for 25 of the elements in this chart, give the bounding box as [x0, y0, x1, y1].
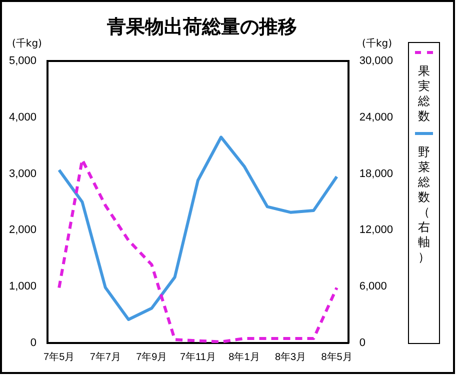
y-tick-label: 2,000 [8, 224, 37, 236]
y2-tick-label: 0 [359, 337, 366, 350]
legend-label: 野菜総数（右軸） [418, 145, 430, 265]
y-tick-label: 1,000 [8, 280, 37, 293]
y-axis-title: (千kg) [12, 38, 42, 50]
y2-axis-title: (千kg) [362, 38, 392, 50]
y-tick-label: 4,000 [8, 111, 37, 124]
x-tick-label: 8年3月 [274, 350, 306, 363]
y2-tick-label: 18,000 [359, 168, 394, 180]
legend-label: 果実総数 [418, 64, 430, 124]
x-tick-label: 7年7月 [90, 350, 121, 363]
y-tick-label: 0 [30, 337, 37, 350]
y2-tick-label: 6,000 [359, 280, 387, 293]
x-tick-label: 7年5月 [44, 350, 75, 363]
y2-tick-label: 12,000 [359, 224, 394, 236]
x-tick-label: 8年5月 [321, 350, 352, 363]
x-tick-label: 7年9月 [136, 350, 168, 363]
chart-title: 青果物出荷総量の推移 [106, 15, 298, 40]
line-series [58, 158, 338, 343]
y-tick-label: 3,000 [8, 168, 37, 180]
x-tick-label: 8年1月 [228, 350, 260, 363]
y2-tick-label: 30,000 [359, 55, 394, 68]
y2-tick-label: 24,000 [359, 111, 394, 124]
x-tick-label: 7年11月 [180, 350, 216, 363]
y-tick-label: 5,000 [8, 55, 37, 68]
